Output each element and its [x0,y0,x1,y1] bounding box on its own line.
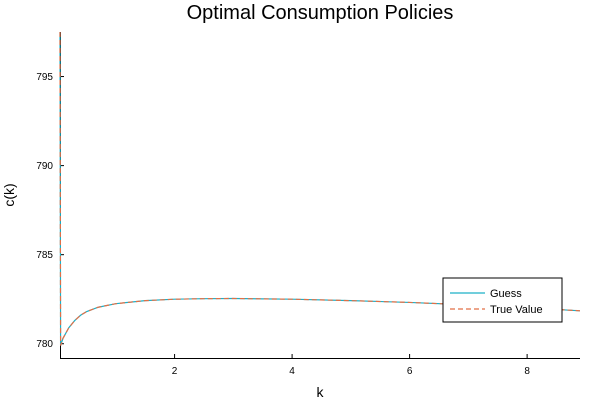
x-tick-label: 2 [172,366,178,377]
y-axis-label: c(k) [1,183,17,206]
y-tick-label: 785 [36,250,53,261]
legend: Guess True Value [442,277,563,323]
x-tick-label: 6 [407,366,413,377]
series-line-true-value [59,31,581,346]
legend-label: True Value [490,304,543,316]
y-tick-label: 795 [36,72,53,83]
y-tick-label: 790 [36,161,53,172]
x-axis-label: k [317,384,325,400]
x-tick-label: 8 [524,366,530,377]
x-tick-label: 4 [289,366,295,377]
legend-label: Guess [490,288,522,300]
legend-box [442,277,563,323]
axis-ticks: 2 4 6 8 780 785 790 795 [36,72,530,377]
chart-title: Optimal Consumption Policies [187,2,454,24]
series-layer [59,31,581,346]
y-tick-label: 780 [36,339,53,350]
